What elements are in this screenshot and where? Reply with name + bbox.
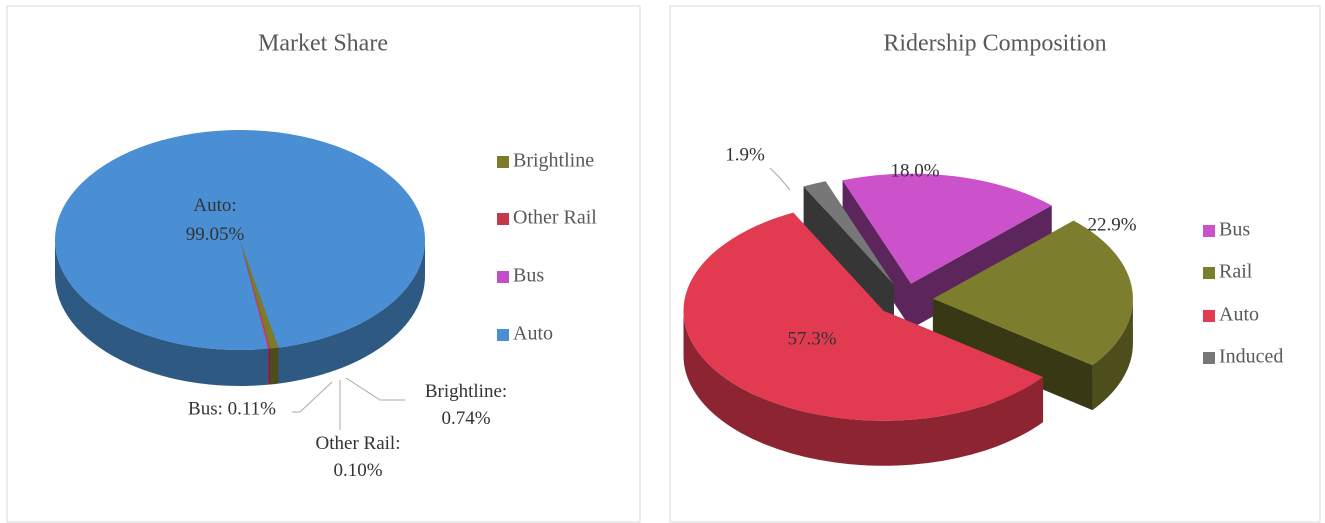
chart-title: Ridership Composition bbox=[883, 31, 1106, 57]
pie-cut-face bbox=[932, 298, 1093, 411]
pie-slice bbox=[240, 240, 271, 349]
data-label: Other Rail: 0.10% bbox=[316, 433, 401, 481]
data-label: 18.0% bbox=[890, 160, 939, 181]
pie-slice bbox=[842, 173, 1052, 284]
pie-slice bbox=[240, 240, 269, 349]
pie-side bbox=[270, 347, 279, 385]
legend-swatch bbox=[497, 156, 509, 168]
chart-title: Market Share bbox=[258, 31, 388, 57]
data-label: 22.9% bbox=[1087, 214, 1136, 235]
leader-line bbox=[769, 167, 791, 191]
pie-slice bbox=[240, 240, 279, 349]
pie-side bbox=[268, 348, 271, 385]
data-label: 57.3% bbox=[787, 328, 836, 349]
legend-label: Auto bbox=[513, 323, 553, 345]
legend-label: Brightline bbox=[513, 150, 594, 172]
pie-side bbox=[55, 240, 268, 387]
legend-swatch bbox=[1203, 225, 1215, 237]
data-label: Auto: 99.05% bbox=[186, 195, 245, 245]
pie-slice bbox=[54, 130, 425, 351]
legend-label: Auto bbox=[1219, 304, 1259, 326]
legend-swatch bbox=[497, 329, 509, 341]
pie-side bbox=[683, 310, 1044, 466]
legend-label: Bus bbox=[513, 265, 544, 287]
pie-slice bbox=[932, 220, 1133, 366]
legend-label: Bus bbox=[1219, 219, 1250, 241]
legend-swatch bbox=[1203, 310, 1215, 322]
pie-side bbox=[267, 348, 269, 385]
data-label: 1.9% bbox=[725, 144, 765, 165]
pie-side bbox=[1092, 298, 1133, 411]
data-label: Brightline: 0.74% bbox=[425, 381, 507, 429]
pie-cut-face bbox=[842, 180, 911, 329]
legend-label: Rail bbox=[1219, 261, 1253, 283]
pie-side bbox=[278, 240, 425, 384]
legend-swatch bbox=[1203, 267, 1215, 279]
data-label: Bus: 0.11% bbox=[188, 398, 276, 419]
pie-slice bbox=[683, 212, 1044, 421]
legend-swatch bbox=[1203, 352, 1215, 364]
legend-swatch bbox=[497, 271, 509, 283]
legend-label: Induced bbox=[1219, 346, 1283, 368]
leader-line bbox=[345, 377, 405, 401]
legend-label: Other Rail bbox=[513, 207, 597, 229]
leader-line bbox=[292, 381, 333, 413]
legend-swatch bbox=[497, 213, 509, 225]
pie-slice bbox=[803, 181, 894, 285]
